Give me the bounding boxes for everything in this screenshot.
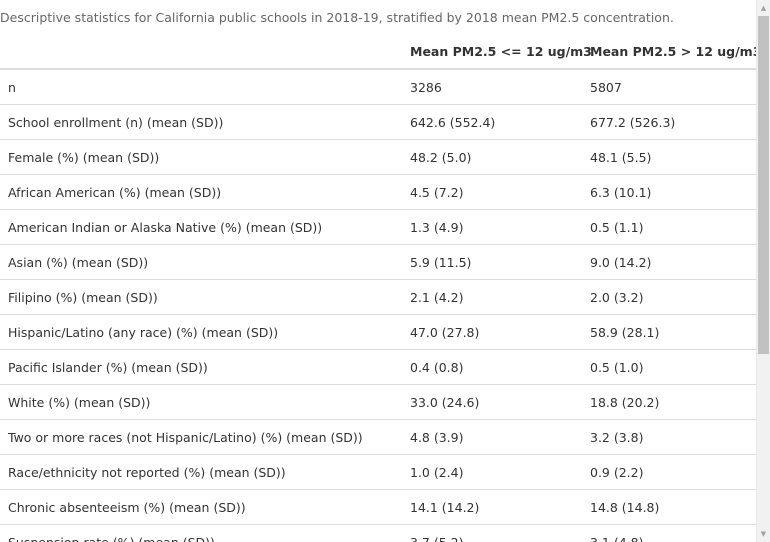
row-variable-label: Suspension rate (%) (mean (SD)) (0, 524, 402, 542)
table-row: Filipino (%) (mean (SD)) 2.1 (4.2) 2.0 (3.… (0, 279, 756, 315)
table-row: Pacific Islander (%) (mean (SD)) 0.4 (0.8… (0, 349, 756, 385)
table-caption: Descriptive statistics for California pu… (0, 10, 674, 25)
row-value-low-pm25: 4.5 (7.2) (402, 174, 582, 210)
row-value-low-pm25: 47.0 (27.8) (402, 314, 582, 350)
row-value-low-pm25: 48.2 (5.0) (402, 139, 582, 175)
row-value-low-pm25: 1.0 (2.4) (402, 454, 582, 490)
scroll-up-arrow-icon[interactable]: ▲ (760, 4, 767, 12)
row-value-high-pm25: 5807 (582, 69, 756, 105)
row-variable-label: School enrollment (n) (mean (SD)) (0, 104, 402, 140)
row-value-high-pm25: 3.1 (4.8) (582, 524, 756, 542)
row-value-high-pm25: 2.0 (3.2) (582, 279, 756, 315)
row-value-low-pm25: 3286 (402, 69, 582, 105)
row-value-low-pm25: 2.1 (4.2) (402, 279, 582, 315)
row-variable-label: White (%) (mean (SD)) (0, 384, 402, 420)
table-row: Chronic absenteeism (%) (mean (SD)) 14.1 … (0, 489, 756, 525)
table-header-row: Mean PM2.5 <= 12 ug/m3 Mean PM2.5 > 12 u… (0, 34, 756, 70)
vertical-scrollbar[interactable]: ▲ ▼ (756, 0, 770, 542)
row-value-low-pm25: 3.7 (5.2) (402, 524, 582, 542)
row-variable-label: Filipino (%) (mean (SD)) (0, 279, 402, 315)
row-value-high-pm25: 677.2 (526.3) (582, 104, 756, 140)
row-variable-label: Race/ethnicity not reported (%) (mean (S… (0, 454, 402, 490)
table-row: School enrollment (n) (mean (SD)) 642.6 (… (0, 104, 756, 140)
table-row: White (%) (mean (SD)) 33.0 (24.6) 18.8 (20… (0, 384, 756, 420)
row-variable-label: Female (%) (mean (SD)) (0, 139, 402, 175)
row-variable-label: Asian (%) (mean (SD)) (0, 244, 402, 280)
row-value-low-pm25: 33.0 (24.6) (402, 384, 582, 420)
row-value-high-pm25: 6.3 (10.1) (582, 174, 756, 210)
row-variable-label: Hispanic/Latino (any race) (%) (mean (SD… (0, 314, 402, 350)
table-row: Suspension rate (%) (mean (SD)) 3.7 (5.2)… (0, 524, 756, 542)
table-row: Two or more races (not Hispanic/Latino) … (0, 419, 756, 455)
row-value-low-pm25: 14.1 (14.2) (402, 489, 582, 525)
row-value-high-pm25: 0.9 (2.2) (582, 454, 756, 490)
header-high-pm25: Mean PM2.5 > 12 ug/m3 (582, 34, 756, 70)
row-value-high-pm25: 14.8 (14.8) (582, 489, 756, 525)
row-variable-label: n (0, 69, 402, 105)
row-value-high-pm25: 58.9 (28.1) (582, 314, 756, 350)
row-value-high-pm25: 18.8 (20.2) (582, 384, 756, 420)
scroll-down-arrow-icon[interactable]: ▼ (760, 530, 767, 538)
table-row: Race/ethnicity not reported (%) (mean (S… (0, 454, 756, 490)
row-value-high-pm25: 0.5 (1.0) (582, 349, 756, 385)
header-low-pm25: Mean PM2.5 <= 12 ug/m3 (402, 34, 592, 70)
table-row: n 3286 5807 (0, 69, 756, 105)
header-variable (0, 34, 402, 70)
row-value-high-pm25: 48.1 (5.5) (582, 139, 756, 175)
row-value-low-pm25: 4.8 (3.9) (402, 419, 582, 455)
row-variable-label: African American (%) (mean (SD)) (0, 174, 402, 210)
table-row: Hispanic/Latino (any race) (%) (mean (SD… (0, 314, 756, 350)
row-value-high-pm25: 0.5 (1.1) (582, 209, 756, 245)
table-row: American Indian or Alaska Native (%) (me… (0, 209, 756, 245)
row-value-high-pm25: 3.2 (3.8) (582, 419, 756, 455)
scrollbar-thumb[interactable] (758, 16, 769, 354)
row-variable-label: Pacific Islander (%) (mean (SD)) (0, 349, 402, 385)
row-value-low-pm25: 0.4 (0.8) (402, 349, 582, 385)
row-value-low-pm25: 5.9 (11.5) (402, 244, 582, 280)
row-variable-label: American Indian or Alaska Native (%) (me… (0, 209, 402, 245)
table-row: Female (%) (mean (SD)) 48.2 (5.0) 48.1 (5.… (0, 139, 756, 175)
row-variable-label: Two or more races (not Hispanic/Latino) … (0, 419, 402, 455)
row-variable-label: Chronic absenteeism (%) (mean (SD)) (0, 489, 402, 525)
table-row: African American (%) (mean (SD)) 4.5 (7.2… (0, 174, 756, 210)
descriptive-statistics-table: Mean PM2.5 <= 12 ug/m3 Mean PM2.5 > 12 u… (0, 34, 756, 542)
row-value-high-pm25: 9.0 (14.2) (582, 244, 756, 280)
row-value-low-pm25: 642.6 (552.4) (402, 104, 582, 140)
row-value-low-pm25: 1.3 (4.9) (402, 209, 582, 245)
table-row: Asian (%) (mean (SD)) 5.9 (11.5) 9.0 (14.2… (0, 244, 756, 280)
